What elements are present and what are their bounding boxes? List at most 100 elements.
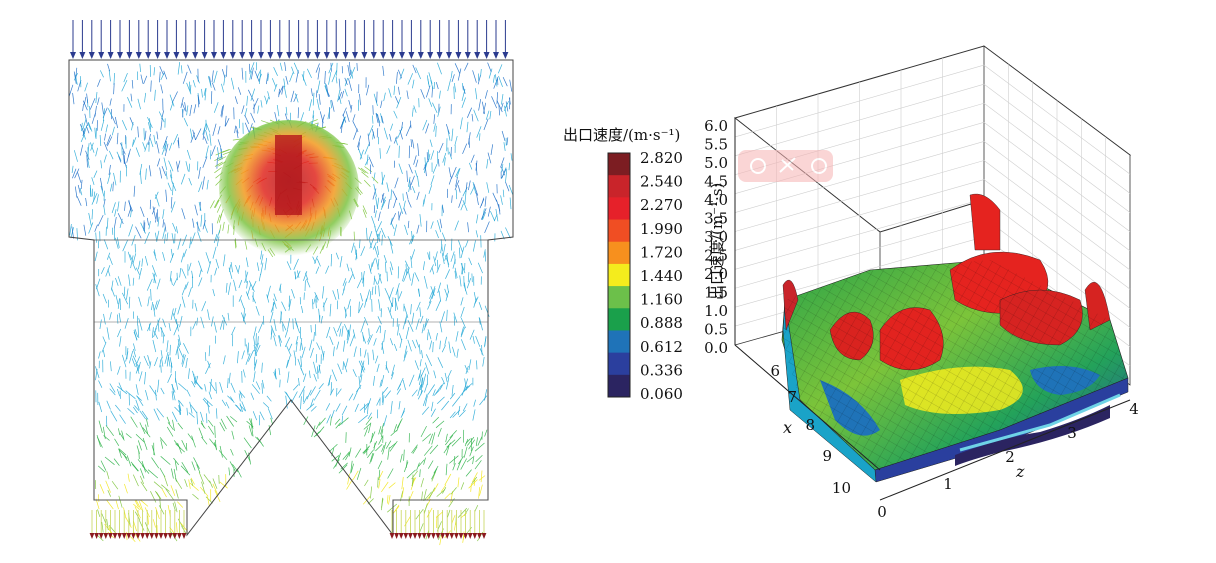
- velocity-vector: [469, 446, 474, 457]
- velocity-vector: [222, 221, 225, 231]
- velocity-vector: [181, 284, 187, 296]
- pan-icon[interactable]: [779, 157, 796, 173]
- velocity-vector: [138, 267, 142, 280]
- velocity-vector: [130, 93, 133, 102]
- velocity-vector: [145, 168, 147, 180]
- velocity-vector: [97, 465, 106, 473]
- velocity-vector: [226, 415, 234, 427]
- velocity-vector: [398, 291, 403, 299]
- velocity-vector: [429, 139, 433, 147]
- velocity-vector: [266, 285, 271, 299]
- velocity-vector: [416, 301, 421, 312]
- velocity-vector: [497, 64, 503, 74]
- velocity-vector: [97, 494, 100, 502]
- velocity-vector: [329, 388, 334, 396]
- velocity-vector: [186, 82, 192, 95]
- velocity-vector: [316, 258, 321, 267]
- velocity-vector: [406, 469, 416, 479]
- velocity-vector: [178, 405, 181, 415]
- velocity-vector: [306, 278, 311, 288]
- velocity-vector: [445, 123, 450, 135]
- velocity-vector: [191, 380, 196, 388]
- velocity-vector: [447, 129, 451, 141]
- velocity-vector: [220, 149, 230, 153]
- velocity-vector: [411, 107, 414, 117]
- velocity-vector: [109, 388, 116, 396]
- velocity-vector: [376, 325, 381, 333]
- outlet-arrowhead: [121, 533, 127, 539]
- velocity-vector: [253, 343, 258, 352]
- velocity-vector: [189, 81, 191, 91]
- velocity-vector: [200, 422, 206, 429]
- velocity-vector: [460, 117, 463, 130]
- front-axes: [734, 118, 1131, 501]
- velocity-vector: [116, 237, 120, 248]
- velocity-vector: [423, 445, 433, 456]
- velocity-vector: [134, 511, 141, 521]
- velocity-vector: [139, 63, 141, 73]
- velocity-vector: [358, 301, 360, 314]
- velocity-vector: [390, 217, 393, 226]
- velocity-vector: [139, 422, 146, 435]
- velocity-vector: [357, 135, 362, 148]
- velocity-vector: [422, 119, 428, 131]
- velocity-vector: [315, 421, 321, 430]
- velocity-vector: [132, 253, 137, 264]
- velocity-vector: [468, 359, 472, 371]
- velocity-vector: [227, 282, 231, 295]
- velocity-vector: [124, 201, 126, 211]
- velocity-vector: [213, 70, 218, 84]
- velocity-vector: [147, 122, 152, 133]
- chart-toolbar[interactable]: [738, 150, 833, 182]
- velocity-vector: [106, 136, 113, 147]
- velocity-vector: [360, 167, 369, 174]
- velocity-vector: [140, 74, 144, 84]
- velocity-vector: [419, 359, 422, 367]
- velocity-vector: [439, 340, 441, 350]
- velocity-vector: [423, 491, 432, 501]
- velocity-vector: [124, 317, 129, 329]
- velocity-vector: [211, 70, 214, 83]
- zoom-icon[interactable]: [811, 158, 827, 174]
- velocity-vector: [393, 85, 396, 95]
- velocity-vector: [398, 145, 400, 158]
- velocity-vector: [273, 298, 277, 309]
- velocity-vector: [423, 161, 428, 174]
- velocity-vector: [114, 116, 118, 129]
- velocity-vector: [508, 184, 514, 195]
- velocity-vector: [364, 479, 369, 487]
- velocity-vector: [375, 221, 383, 233]
- velocity-vector: [243, 437, 252, 449]
- z-axis-tick-label: 0: [877, 503, 887, 521]
- velocity-vector: [249, 71, 252, 80]
- velocity-vector: [160, 117, 163, 131]
- velocity-vector: [133, 348, 137, 358]
- velocity-vector: [478, 487, 480, 499]
- velocity-vector: [364, 298, 367, 308]
- velocity-vector: [461, 263, 464, 275]
- velocity-vector: [201, 88, 203, 98]
- velocity-vector: [255, 305, 260, 316]
- velocity-vector: [127, 473, 130, 482]
- velocity-vector: [170, 196, 173, 209]
- rotate-icon[interactable]: [750, 158, 766, 174]
- velocity-vector: [365, 289, 370, 302]
- velocity-vector: [290, 90, 295, 103]
- velocity-vector: [336, 341, 340, 350]
- velocity-vector: [317, 67, 321, 80]
- velocity-vector: [325, 403, 331, 411]
- velocity-vector: [337, 388, 342, 395]
- velocity-vector: [134, 405, 140, 412]
- velocity-vector: [117, 328, 122, 338]
- velocity-vector: [429, 291, 433, 299]
- velocity-vector: [451, 128, 454, 142]
- velocity-vector: [155, 490, 161, 499]
- velocity-vector: [378, 299, 381, 312]
- velocity-vector: [291, 288, 295, 299]
- velocity-vector: [95, 366, 100, 379]
- velocity-vector: [382, 395, 385, 406]
- velocity-vector: [172, 419, 175, 432]
- vertical-axis-label: 出口速度/(m⁻¹·s): [708, 183, 726, 300]
- z-axis-label: z: [1015, 462, 1025, 481]
- velocity-vector: [387, 468, 394, 479]
